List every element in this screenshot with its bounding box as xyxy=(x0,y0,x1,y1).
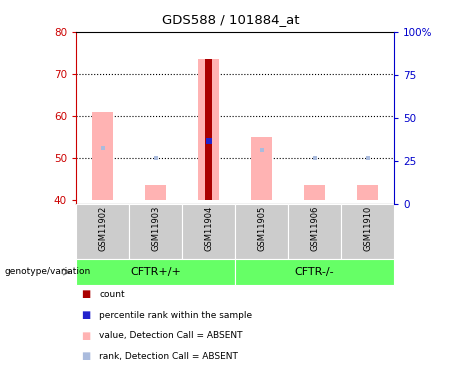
Text: GDS588 / 101884_at: GDS588 / 101884_at xyxy=(162,13,299,26)
Text: GSM11903: GSM11903 xyxy=(151,206,160,251)
Text: GSM11910: GSM11910 xyxy=(363,206,372,251)
Text: CFTR+/+: CFTR+/+ xyxy=(130,267,181,277)
Bar xyxy=(288,204,341,259)
Bar xyxy=(129,204,182,259)
Text: GSM11902: GSM11902 xyxy=(98,206,107,251)
Text: value, Detection Call = ABSENT: value, Detection Call = ABSENT xyxy=(99,331,242,340)
Bar xyxy=(92,112,113,200)
Bar xyxy=(206,59,212,200)
Bar xyxy=(235,259,394,285)
Bar xyxy=(304,186,325,200)
Bar xyxy=(198,59,219,200)
Bar xyxy=(251,137,272,200)
Text: ■: ■ xyxy=(81,310,90,320)
Text: GSM11905: GSM11905 xyxy=(257,206,266,251)
Bar xyxy=(182,204,235,259)
Bar xyxy=(145,186,166,200)
Bar xyxy=(235,204,288,259)
Text: ■: ■ xyxy=(81,331,90,340)
Text: rank, Detection Call = ABSENT: rank, Detection Call = ABSENT xyxy=(99,352,238,361)
Text: ■: ■ xyxy=(81,351,90,361)
Text: count: count xyxy=(99,290,125,299)
Bar xyxy=(357,186,378,200)
Text: CFTR-/-: CFTR-/- xyxy=(295,267,334,277)
Text: percentile rank within the sample: percentile rank within the sample xyxy=(99,310,252,320)
Text: GSM11906: GSM11906 xyxy=(310,206,319,251)
Text: GSM11904: GSM11904 xyxy=(204,206,213,251)
Text: genotype/variation: genotype/variation xyxy=(5,267,91,276)
Bar xyxy=(76,204,129,259)
Bar xyxy=(76,259,235,285)
Bar xyxy=(341,204,394,259)
Text: ■: ■ xyxy=(81,290,90,299)
